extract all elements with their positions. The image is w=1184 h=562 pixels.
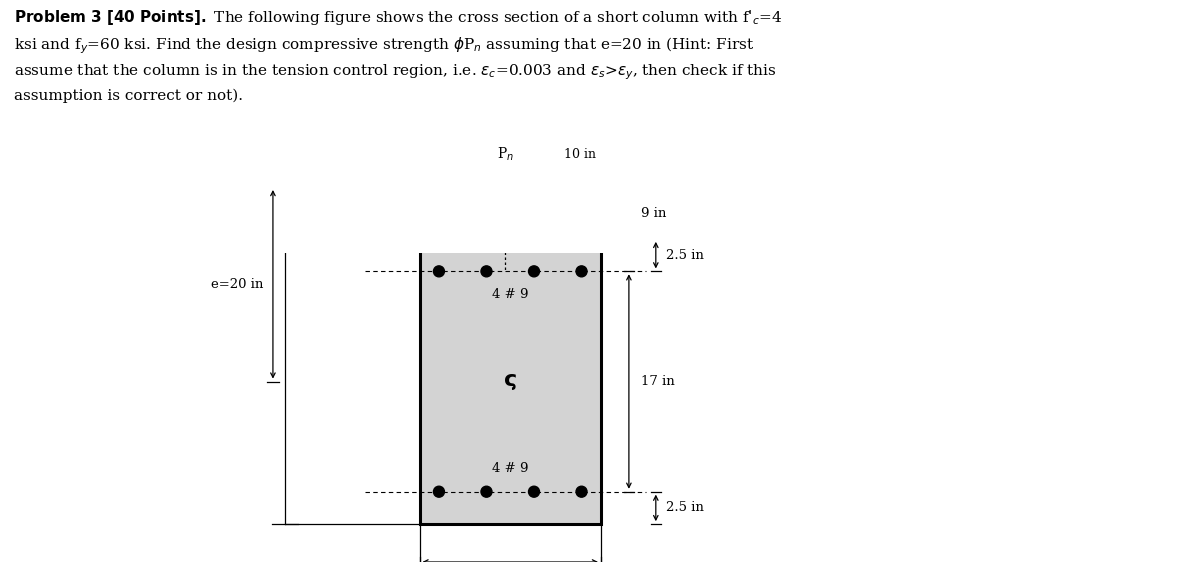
Circle shape	[481, 266, 493, 277]
Text: e=20 in: e=20 in	[211, 278, 263, 291]
Text: 4 # 9: 4 # 9	[493, 462, 528, 475]
Circle shape	[528, 486, 540, 497]
Text: 17 in: 17 in	[641, 375, 675, 388]
Text: $\boldsymbol{\varsigma}$: $\boldsymbol{\varsigma}$	[503, 371, 517, 392]
Circle shape	[433, 266, 444, 277]
Text: P$_n$: P$_n$	[497, 146, 514, 163]
Circle shape	[577, 486, 587, 497]
Text: 4 # 9: 4 # 9	[493, 288, 528, 301]
Bar	[419, 239, 601, 524]
Text: 2.5 in: 2.5 in	[665, 501, 703, 514]
Text: $\mathbf{Problem\ 3\ [40\ Points].}$ The following figure shows the cross sectio: $\mathbf{Problem\ 3\ [40\ Points].}$ The…	[14, 8, 783, 103]
Circle shape	[481, 486, 493, 497]
Text: 9 in: 9 in	[641, 206, 667, 220]
Circle shape	[433, 486, 444, 497]
Text: 10 in: 10 in	[564, 148, 596, 161]
Text: 2.5 in: 2.5 in	[665, 248, 703, 262]
Circle shape	[528, 266, 540, 277]
Circle shape	[577, 266, 587, 277]
